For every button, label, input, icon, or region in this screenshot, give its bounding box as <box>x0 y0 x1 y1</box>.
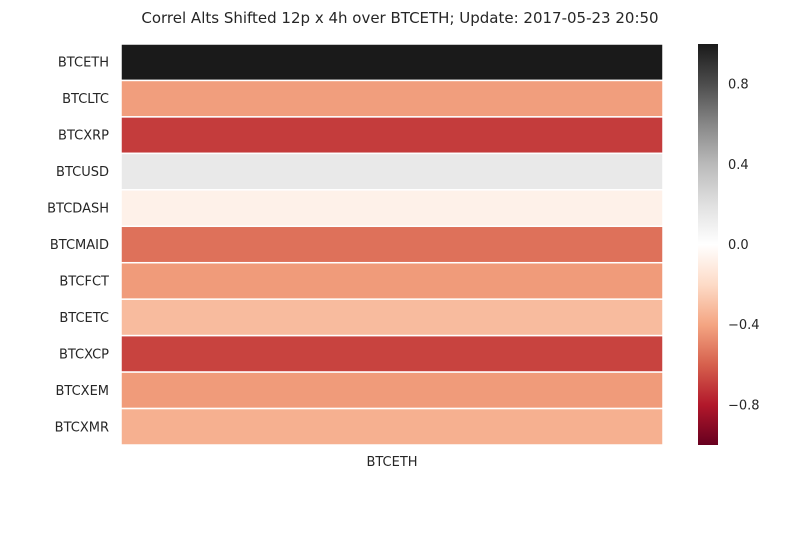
heatmap-cell-btcxem <box>120 371 664 410</box>
colorbar-tick-label: −0.8 <box>728 398 760 413</box>
colorbar-ticks: 0.8 0.4 0.0 −0.4 −0.8 <box>728 78 760 414</box>
heatmap-cell-btcxcp <box>120 334 664 373</box>
heatmap-cell-btcusd <box>120 152 664 191</box>
heatmap-cell-btceth <box>120 43 664 82</box>
colorbar-tick-label: 0.4 <box>728 158 749 173</box>
heatmap-cell-btcetc <box>120 298 664 337</box>
heatmap-cell-btcltc <box>120 79 664 118</box>
colorbar-tick-label: 0.0 <box>728 238 749 253</box>
row-label-btcetc: BTCETC <box>59 311 109 326</box>
row-label-btcusd: BTCUSD <box>56 165 109 180</box>
row-label-btcltc: BTCLTC <box>62 92 109 107</box>
row-label-btcfct: BTCFCT <box>59 274 109 289</box>
row-label-btcdash: BTCDASH <box>47 202 109 217</box>
heatmap-cell-btcfct <box>120 261 664 300</box>
heatmap-cell-btcdash <box>120 189 664 228</box>
row-label-btcxmr: BTCXMR <box>55 420 109 435</box>
chart-title: Correl Alts Shifted 12p x 4h over BTCETH… <box>141 9 658 27</box>
row-labels: BTCETH BTCLTC BTCXRP BTCUSD BTCDASH BTCMAID BT… <box>47 56 109 436</box>
row-label-btcxrp: BTCXRP <box>58 129 109 144</box>
row-label-btceth: BTCETH <box>58 56 109 71</box>
row-label-btcxcp: BTCXCP <box>59 347 109 362</box>
colorbar <box>698 44 718 445</box>
heatmap-cell-btcmaid <box>120 225 664 264</box>
column-label: BTCETH <box>366 455 417 470</box>
heatmap-cell-btcxrp <box>120 116 664 155</box>
heatmap-cells <box>120 43 664 446</box>
row-label-btcxem: BTCXEM <box>55 384 109 399</box>
row-label-btcmaid: BTCMAID <box>50 238 109 253</box>
colorbar-tick-label: −0.4 <box>728 318 760 333</box>
heatmap-cell-btcxmr <box>120 407 664 446</box>
colorbar-tick-label: 0.8 <box>728 78 749 93</box>
